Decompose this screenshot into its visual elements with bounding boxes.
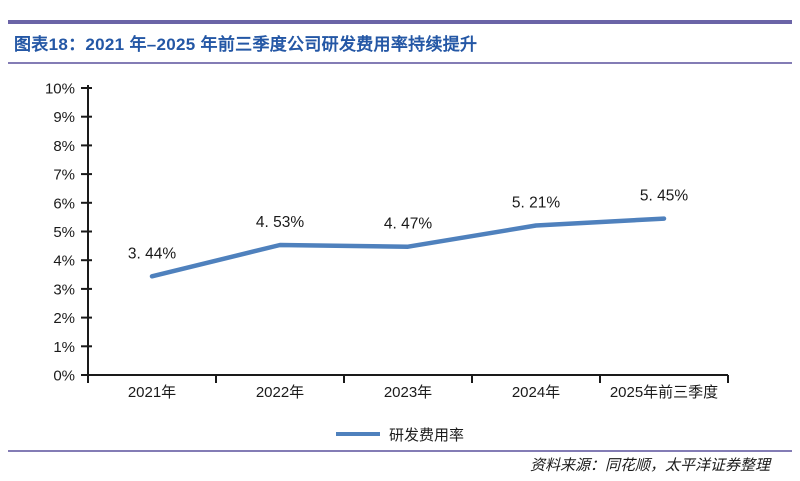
y-axis-tick-label: 4%: [53, 253, 75, 270]
x-axis-category-label: 2022年: [256, 384, 304, 401]
y-axis-tick-label: 8%: [53, 138, 75, 155]
figure-title: 图表18：2021 年–2025 年前三季度公司研发费用率持续提升: [14, 35, 478, 54]
title-divider-rule: [8, 62, 792, 64]
y-axis-tick-label: 0%: [53, 368, 75, 385]
legend-line-swatch: [335, 432, 380, 436]
y-axis-tick-label: 3%: [53, 281, 75, 298]
chart-legend: 研发费用率: [0, 424, 800, 444]
y-axis-tick-label: 7%: [53, 167, 75, 184]
y-axis-tick-label: 6%: [53, 195, 75, 212]
bottom-rule: [8, 450, 792, 452]
series-line: [149, 216, 667, 279]
line-chart: 0% 1% 2% 3% 4% 5% 6% 7% 8% 9% 10% 2021年 2022年 2023年 20…: [45, 81, 729, 401]
y-axis-tick-label: 1%: [53, 339, 75, 356]
top-rule: [8, 20, 792, 24]
data-point-label: 4. 47%: [384, 216, 432, 233]
y-axis-tick-label: 9%: [53, 109, 75, 126]
x-axis-category-label: 2024年: [512, 384, 560, 401]
chart-area: 0% 1% 2% 3% 4% 5% 6% 7% 8% 9% 10% 2021年 2022年 2023年 20…: [0, 70, 800, 415]
x-axis-category-label: 2021年: [128, 384, 176, 401]
y-axis-tick-label: 10%: [45, 81, 75, 98]
x-axis-category-label: 2025年前三季度: [610, 384, 718, 401]
y-axis-tick-label: 2%: [53, 310, 75, 327]
data-point-label: 3. 44%: [128, 245, 176, 262]
data-point-label: 5. 21%: [512, 194, 560, 211]
data-point-label: 5. 45%: [640, 188, 688, 205]
y-axis-tick-label: 5%: [53, 224, 75, 241]
data-point-label: 4. 53%: [256, 214, 304, 231]
source-note: 资料来源：同花顺，太平洋证券整理: [529, 458, 770, 474]
x-axis-category-label: 2023年: [384, 384, 432, 401]
legend-label: 研发费用率: [388, 427, 464, 444]
